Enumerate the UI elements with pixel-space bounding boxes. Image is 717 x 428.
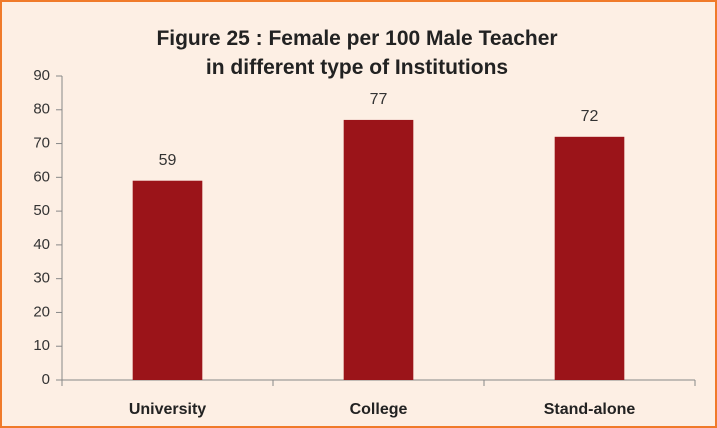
- bar: [554, 136, 625, 380]
- x-tick-label: University: [129, 401, 206, 418]
- y-tick-label: 80: [33, 101, 50, 118]
- y-tick-label: 20: [33, 303, 50, 320]
- bar: [343, 119, 414, 381]
- y-tick-label: 30: [33, 270, 50, 287]
- bar: [132, 180, 203, 380]
- chart-title: Figure 25 : Female per 100 Male Teacher …: [156, 27, 558, 79]
- y-tick-label: 0: [42, 371, 50, 388]
- y-tick-label: 50: [33, 202, 50, 219]
- x-tick-label: Stand-alone: [544, 401, 636, 418]
- y-tick-label: 70: [33, 135, 50, 152]
- data-label: 59: [159, 152, 177, 169]
- data-label: 77: [370, 91, 388, 108]
- y-tick-label: 90: [33, 67, 50, 84]
- x-tick-label: College: [350, 401, 408, 418]
- y-tick-label: 60: [33, 168, 50, 185]
- y-tick-label: 10: [33, 337, 50, 354]
- y-tick-label: 40: [33, 236, 50, 253]
- data-label: 72: [581, 108, 599, 125]
